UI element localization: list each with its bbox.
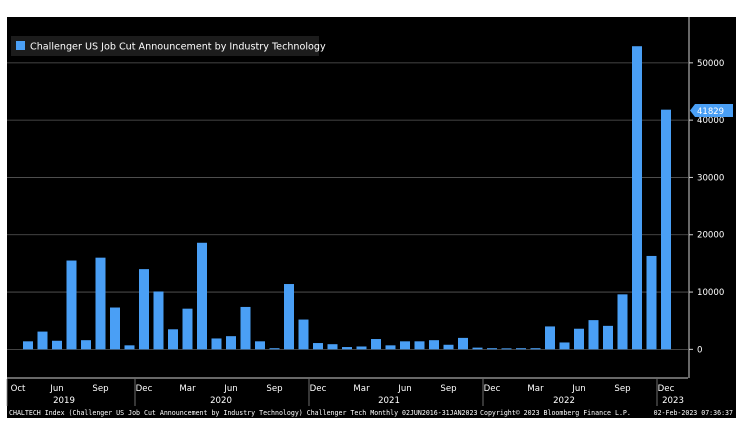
bar: [298, 319, 309, 350]
bar: [52, 340, 62, 350]
x-tick-label: Sep: [440, 384, 456, 394]
x-year-label: 2021: [378, 396, 400, 406]
bar: [661, 109, 671, 350]
x-year-label: 2023: [662, 396, 684, 406]
bar: [168, 329, 178, 350]
x-tick-label: Sep: [266, 384, 282, 394]
x-tick-labels: Oct Jun Sep Dec Mar Jun Sep Dec Mar Jun Sep Dec Mar J…: [11, 384, 675, 394]
bar: [110, 307, 120, 350]
bar: [385, 345, 396, 350]
x-tick-label: Mar: [527, 384, 544, 394]
y-tick-label: 50000: [697, 59, 724, 69]
x-tick-label: Dec: [136, 384, 153, 394]
bar: [197, 242, 207, 350]
footer-source: CHALTECH Index (Challenger US Job Cut An…: [9, 409, 477, 417]
x-tick-label: Dec: [484, 384, 501, 394]
bar: [182, 308, 193, 350]
bar: [226, 336, 236, 350]
bar: [632, 46, 642, 350]
legend-label: Challenger US Job Cut Announcement by In…: [30, 42, 326, 53]
bar: [342, 347, 352, 350]
bar: [458, 337, 468, 350]
bar: [255, 341, 265, 350]
bar: [356, 346, 367, 350]
bar: [443, 344, 454, 350]
x-tick-label: Sep: [92, 384, 108, 394]
bar: [530, 348, 541, 350]
footer-copyright: Copyright© 2023 Bloomberg Finance L.P.: [480, 409, 631, 417]
bar: [545, 326, 555, 350]
bar: [124, 345, 135, 350]
bar: [574, 328, 584, 350]
last-value-label: 41829: [697, 107, 724, 117]
bar: [269, 348, 280, 350]
footer-timestamp: 02-Feb-2023 07:36:37: [654, 409, 733, 417]
bar: [23, 341, 33, 350]
x-tick-label: Dec: [310, 384, 327, 394]
y-tick-label: 40000: [697, 116, 724, 126]
x-tick-label: Mar: [179, 384, 196, 394]
bar: [139, 269, 149, 350]
bar: [95, 257, 106, 350]
x-year-label: 2019: [53, 396, 75, 406]
x-year-labels: 2019 2020 2021 2022 2023: [6, 379, 684, 406]
bar: [327, 344, 338, 350]
bar: [516, 348, 526, 350]
x-tick-label: Jun: [223, 384, 237, 394]
bar: [81, 340, 91, 350]
bar: [284, 284, 294, 350]
bars: [23, 46, 671, 350]
y-tick-label: 10000: [697, 288, 724, 298]
bar: [240, 306, 251, 350]
legend-swatch: [16, 41, 25, 50]
plot-background: [7, 17, 688, 378]
legend: Challenger US Job Cut Announcement by In…: [11, 36, 326, 56]
bar: [211, 338, 222, 350]
x-axis-panel: [7, 378, 736, 406]
bar: [472, 347, 483, 350]
y-tick-label: 0: [697, 345, 702, 355]
x-tick-label: Jun: [397, 384, 411, 394]
y-tick-label: 20000: [697, 231, 724, 241]
x-tick-label: Jun: [571, 384, 585, 394]
x-tick-label: Mar: [353, 384, 370, 394]
x-tick-label: Dec: [658, 384, 675, 394]
bar: [371, 339, 381, 350]
last-value-badge-shape: [690, 104, 733, 117]
footer-panel: [7, 406, 736, 418]
bar: [617, 294, 628, 350]
bar: [603, 325, 613, 350]
bar: [66, 260, 77, 350]
bar: [37, 331, 48, 350]
x-tick-label: Sep: [614, 384, 630, 394]
bar: [414, 341, 425, 350]
bar: [487, 348, 497, 350]
x-year-label: 2022: [553, 396, 575, 406]
y-tick-labels: 0 10000 20000 30000 40000 50000: [689, 59, 724, 355]
bar: [588, 320, 599, 350]
bar: [429, 340, 439, 350]
bar: [559, 342, 570, 350]
x-tick-label: Oct: [11, 384, 26, 394]
legend-background: [11, 36, 319, 56]
bar: [313, 343, 323, 350]
x-year-label: 2020: [210, 396, 232, 406]
bar: [153, 291, 164, 350]
bar: [646, 255, 657, 350]
y-tick-label: 30000: [697, 173, 724, 183]
bar: [501, 348, 512, 350]
x-tick-label: Jun: [49, 384, 63, 394]
y-axis-panel: [688, 17, 736, 378]
last-value-badge: 41829: [690, 104, 733, 117]
bar: [400, 341, 410, 350]
